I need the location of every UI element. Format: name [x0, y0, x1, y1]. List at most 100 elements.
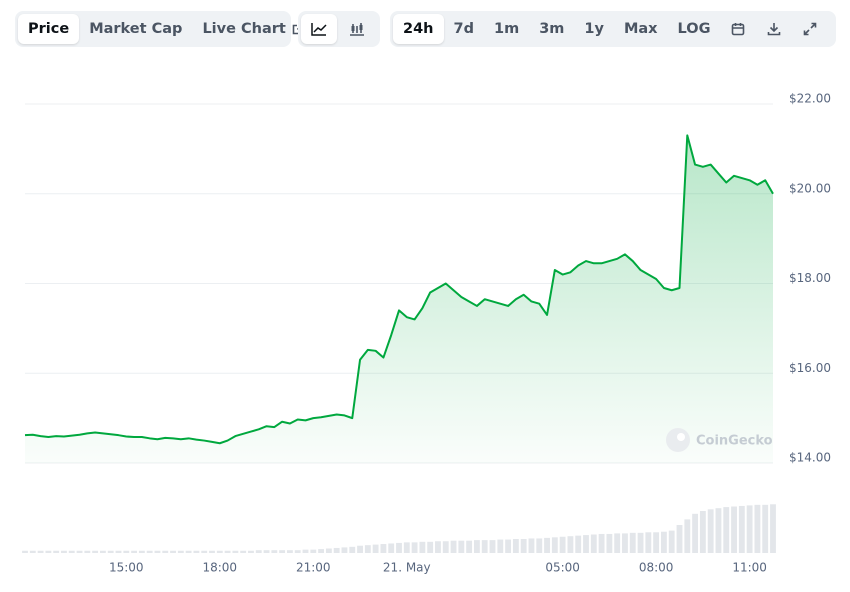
volume-bar — [302, 549, 309, 553]
volume-bar — [481, 540, 488, 553]
volume-bar — [357, 545, 363, 553]
volume-bar — [209, 550, 215, 553]
download-button[interactable] — [756, 14, 792, 44]
x-tick-label: 15:00 — [109, 561, 144, 575]
volume-bar — [528, 538, 535, 553]
log-toggle[interactable]: LOG — [677, 21, 711, 37]
range-7d[interactable]: 7d — [453, 21, 474, 37]
volume-bar — [123, 550, 130, 553]
volume-bar — [29, 550, 36, 553]
volume-bar — [715, 508, 722, 553]
fullscreen-button[interactable] — [792, 14, 828, 44]
volume-bar — [754, 504, 761, 553]
x-tick-label: 18:00 — [202, 561, 237, 575]
range-1m[interactable]: 1m — [493, 21, 520, 37]
volume-bar — [731, 506, 737, 553]
volume-bar — [770, 504, 776, 553]
volume-bar — [473, 540, 480, 553]
price-line — [24, 134, 774, 445]
volume-bar — [45, 550, 52, 553]
volume-bar — [645, 532, 652, 553]
volume-bar — [427, 541, 434, 553]
volume-bar — [396, 542, 402, 553]
calendar-icon — [732, 23, 745, 36]
volume-bar — [512, 539, 519, 553]
volume-bar — [380, 544, 387, 553]
tab-live-chart-label: Live Chart — [202, 21, 286, 37]
line-chart-button[interactable] — [301, 14, 337, 44]
volume-bar — [419, 541, 426, 553]
watermark: CoinGecko — [666, 428, 773, 452]
volume-bar — [310, 549, 317, 553]
range-3m[interactable]: 3m — [539, 21, 565, 37]
volume-bar — [551, 537, 558, 553]
y-tick-label: $14.00 — [789, 451, 831, 465]
volume-bar — [403, 542, 410, 553]
volume-bar — [286, 550, 293, 553]
volume-bar — [92, 550, 99, 553]
volume-bar — [489, 540, 496, 553]
volume-bar — [676, 525, 683, 553]
volume-bar — [201, 550, 208, 553]
watermark-text: CoinGecko — [696, 434, 773, 449]
volume-bar — [53, 550, 60, 553]
volume-bar — [762, 504, 769, 553]
volume-bar — [637, 532, 644, 553]
volume-bar — [372, 544, 379, 553]
y-tick-label: $20.00 — [789, 181, 831, 195]
range-1y[interactable]: 1y — [584, 21, 604, 37]
calendar-button[interactable] — [720, 14, 756, 44]
volume-bar — [622, 533, 628, 553]
candle-chart-button[interactable] — [337, 14, 377, 44]
volume-bar — [177, 550, 184, 553]
volume-bar — [692, 513, 699, 553]
volume-bar — [185, 550, 192, 553]
volume-bar — [567, 536, 574, 553]
volume-bar — [411, 542, 418, 553]
volume-bar — [255, 550, 262, 553]
volume-bar — [466, 540, 473, 553]
volume-bar — [606, 533, 613, 553]
volume-bar — [497, 539, 504, 553]
chart-style — [298, 11, 380, 47]
volume-bar — [146, 550, 153, 553]
line-icon — [311, 23, 327, 36]
volume-bar — [544, 537, 550, 553]
x-tick-label: 21:00 — [296, 561, 331, 575]
volume-bar — [170, 550, 176, 553]
volume-bar — [583, 535, 589, 553]
volume-bar — [614, 533, 621, 553]
range-tabs: 24h 7d 1m 3m 1y Max LOG — [390, 11, 836, 47]
volume-bar — [22, 550, 28, 553]
x-tick-label: 08:00 — [639, 561, 674, 575]
expand-icon — [804, 22, 817, 36]
volume-bar — [294, 550, 301, 553]
volume-bar — [193, 550, 200, 553]
volume-bar — [559, 536, 566, 553]
volume-bar — [388, 543, 395, 553]
range-24h[interactable]: 24h — [393, 14, 444, 44]
volume-bar — [707, 509, 714, 553]
volume-bar — [699, 511, 706, 553]
volume-bar — [279, 550, 286, 553]
download-icon — [768, 23, 781, 36]
volume-bar — [271, 550, 278, 553]
volume-bar — [746, 505, 753, 553]
volume-bar — [536, 538, 543, 553]
volume-bar — [61, 550, 67, 553]
volume-bar — [341, 547, 348, 553]
volume-bar — [154, 550, 161, 553]
volume-bar — [668, 530, 675, 553]
volume-bar — [653, 532, 660, 553]
x-tick-label: 21. May — [383, 561, 431, 575]
volume-bar — [505, 539, 512, 553]
volume-bar — [364, 545, 371, 553]
tab-price[interactable]: Price — [18, 14, 80, 44]
volume-bar — [99, 550, 106, 553]
y-tick-label: $18.00 — [789, 271, 831, 285]
volume-bar — [738, 505, 745, 553]
volume-bar — [216, 550, 223, 553]
tab-market-cap[interactable]: Market Cap — [89, 21, 183, 37]
range-max[interactable]: Max — [623, 21, 658, 37]
